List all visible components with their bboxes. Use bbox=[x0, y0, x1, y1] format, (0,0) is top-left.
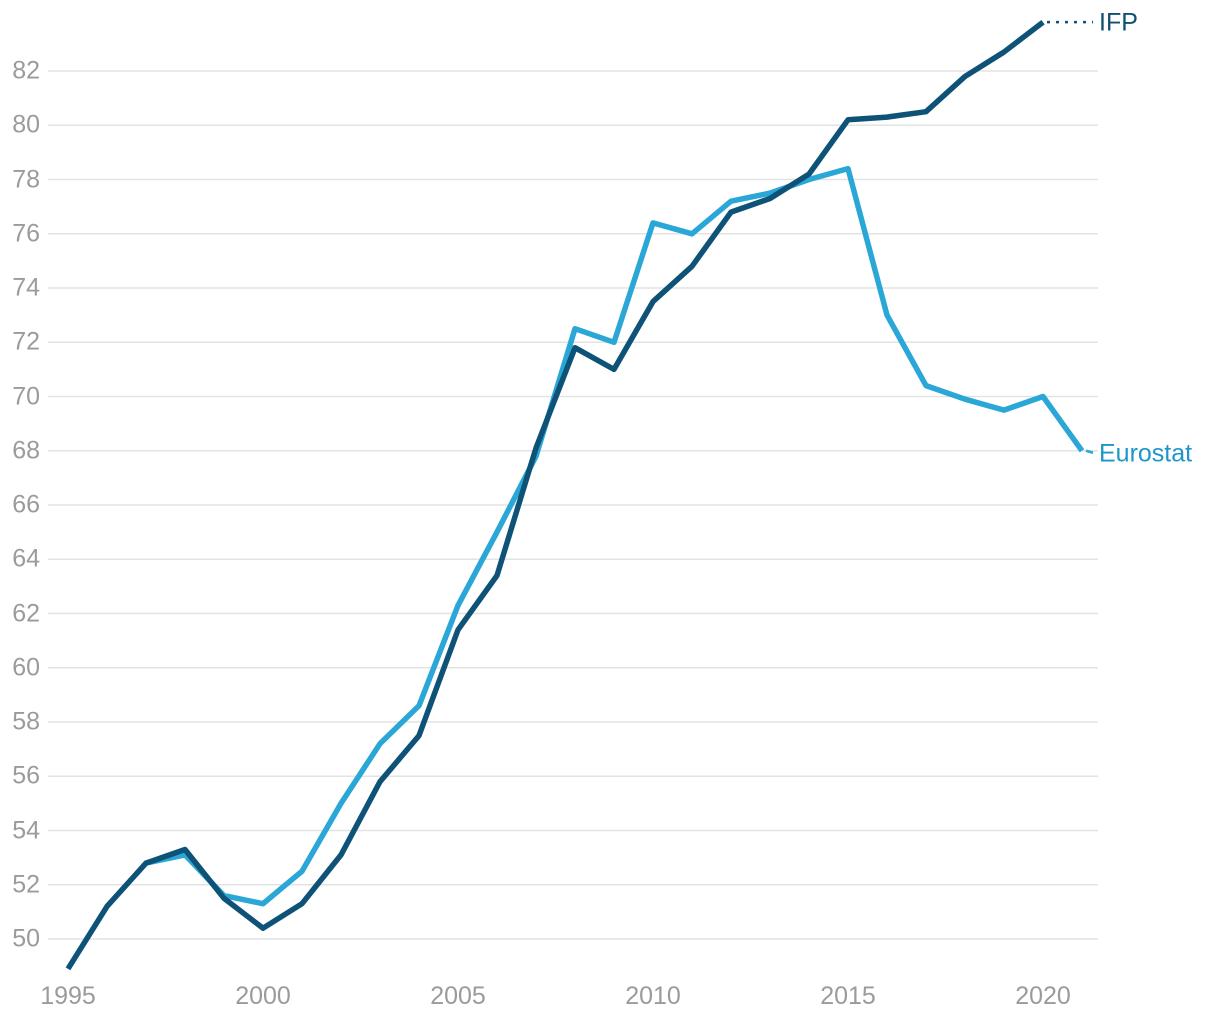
x-tick-label: 2015 bbox=[820, 982, 876, 1010]
y-tick-label: 54 bbox=[12, 816, 40, 844]
x-tick-label: 2010 bbox=[625, 982, 681, 1010]
series-label-ifp: IFP bbox=[1099, 8, 1138, 37]
y-tick-label: 58 bbox=[12, 707, 40, 736]
y-tick-label: 50 bbox=[12, 924, 40, 953]
y-tick-label: 60 bbox=[12, 653, 40, 682]
y-tick-label: 62 bbox=[12, 599, 40, 627]
y-tick-label: 64 bbox=[12, 544, 40, 573]
y-tick-label: 56 bbox=[12, 761, 40, 790]
x-tick-label: 1995 bbox=[40, 982, 96, 1010]
y-tick-label: 66 bbox=[12, 490, 40, 519]
y-tick-label: 78 bbox=[12, 165, 40, 193]
ifp-line bbox=[65, 20, 1045, 971]
eurostat-leader-line bbox=[1085, 449, 1094, 454]
y-tick-label: 74 bbox=[12, 273, 40, 302]
y-tick-label: 72 bbox=[12, 327, 40, 356]
y-tick-label: 68 bbox=[12, 436, 40, 465]
x-tick-label: 2005 bbox=[430, 982, 486, 1010]
series-label-eurostat: Eurostat bbox=[1099, 439, 1193, 468]
y-tick-label: 76 bbox=[12, 219, 40, 248]
x-tick-label: 2020 bbox=[1015, 982, 1071, 1010]
x-tick-label: 2000 bbox=[235, 982, 291, 1010]
y-tick-label: 80 bbox=[12, 110, 40, 139]
y-tick-label: 52 bbox=[12, 870, 40, 899]
y-tick-label: 82 bbox=[12, 56, 40, 85]
y-tick-label: 70 bbox=[12, 382, 40, 410]
eurostat-line bbox=[145, 165, 1085, 907]
